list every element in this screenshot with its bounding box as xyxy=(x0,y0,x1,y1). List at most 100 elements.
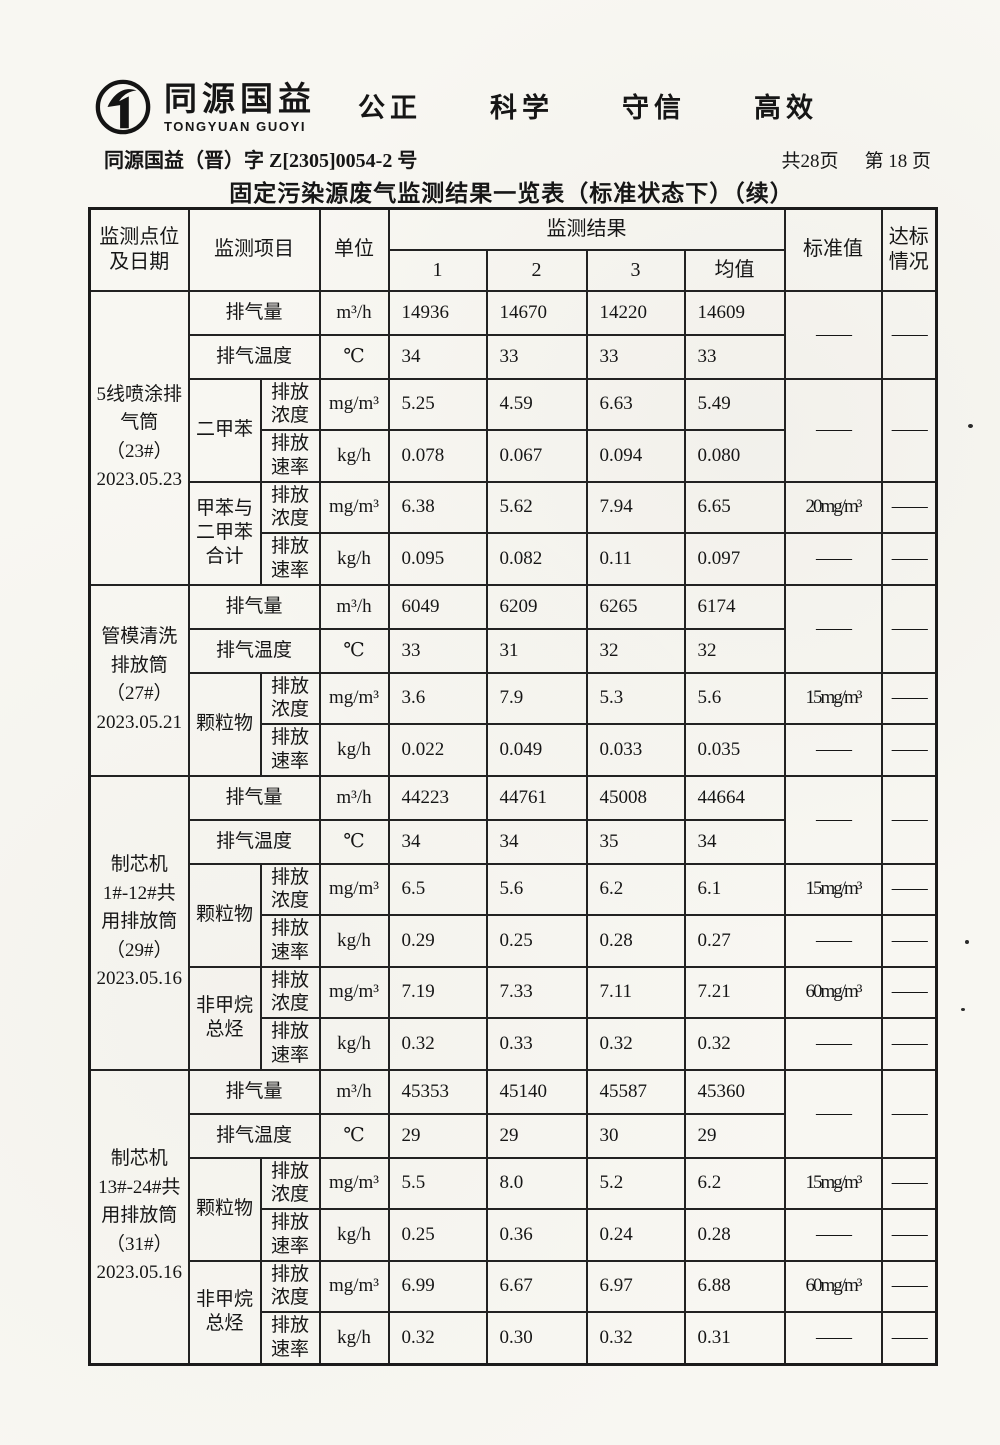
unit-cell: kg/h xyxy=(318,429,390,483)
table-row: 颗粒物 排放 浓度 mg/m³ 5.5 8.0 5.2 6.2 15mg/m³ —— xyxy=(90,1156,938,1262)
table-row: 二甲苯 排放 浓度 mg/m³ 5.25 4.59 6.63 5.49 —— —— xyxy=(90,377,938,483)
company-logo-icon xyxy=(95,79,151,135)
value-cell: 6.63 xyxy=(585,377,686,431)
table-row: 排气温度 ℃ 34 33 33 33 xyxy=(90,333,937,380)
header-result-2: 2 xyxy=(485,248,588,292)
compliance-cell: —— xyxy=(880,583,938,674)
value-cell: 0.29 xyxy=(387,914,488,968)
item-cell: 非甲烷 总烃 xyxy=(187,965,262,1071)
value-cell: 33 xyxy=(683,333,786,380)
header-result-1: 1 xyxy=(387,248,488,292)
unit-cell: mg/m³ xyxy=(318,1259,390,1313)
compliance-cell: —— xyxy=(880,480,938,534)
compliance-cell: —— xyxy=(880,532,938,586)
compliance-cell: —— xyxy=(880,914,938,968)
value-cell: 34 xyxy=(683,818,786,865)
value-cell: 14609 xyxy=(683,289,786,336)
pagination: 共28页 第 18 页 xyxy=(781,146,935,173)
compliance-cell: —— xyxy=(880,289,938,380)
value-cell: 6.67 xyxy=(485,1259,588,1313)
item-cell: 排气量 xyxy=(187,583,321,630)
value-cell: 6.97 xyxy=(585,1259,686,1313)
compliance-cell: —— xyxy=(880,965,938,1019)
value-cell: 5.3 xyxy=(585,671,686,725)
compliance-cell: —— xyxy=(880,671,938,725)
table-row: 制芯机 1#-12#共 用排放筒 （29#） 2023.05.16 排气量 m³/h… xyxy=(88,774,938,1071)
value-cell: 0.27 xyxy=(683,914,786,968)
sub-item-cell: 排放 速率 xyxy=(259,1311,321,1365)
value-cell: 0.080 xyxy=(683,429,786,483)
unit-cell: mg/m³ xyxy=(318,480,390,534)
unit-cell: mg/m³ xyxy=(318,862,390,916)
table-row: 管模清洗 排放筒 （27#） 2023.05.21 排气量 m³/h 6049 6209… xyxy=(88,583,938,777)
table-body: 5线喷涂排 气筒（23#） 2023.05.23 排气量 m³/h 14936 1467… xyxy=(88,289,938,1365)
compliance-cell: —— xyxy=(880,862,938,916)
scan-speck xyxy=(961,1008,965,1011)
value-cell: 32 xyxy=(585,627,686,674)
value-cell: 0.24 xyxy=(585,1208,686,1262)
scan-speck xyxy=(968,424,973,428)
unit-cell: mg/m³ xyxy=(318,965,390,1019)
value-cell: 7.33 xyxy=(485,965,588,1019)
item-cell: 二甲苯 xyxy=(187,377,262,483)
company-name: 同源国益 TONGYUAN GUOYI xyxy=(164,82,316,133)
header-result-3: 3 xyxy=(585,248,686,292)
item-cell: 颗粒物 xyxy=(187,862,262,968)
value-cell: 29 xyxy=(387,1112,488,1159)
value-cell: 14936 xyxy=(387,289,488,336)
sub-item-cell: 排放 速率 xyxy=(259,723,321,777)
table-row: 排放 速率 kg/h 0.32 0.33 0.32 0.32 —— —— xyxy=(90,1017,938,1071)
value-cell: 6.2 xyxy=(683,1156,786,1210)
unit-cell: kg/h xyxy=(318,723,390,777)
value-cell: 0.25 xyxy=(485,914,588,968)
unit-cell: kg/h xyxy=(318,914,390,968)
value-cell: 6049 xyxy=(387,583,488,630)
value-cell: 5.2 xyxy=(585,1156,686,1210)
value-cell: 45140 xyxy=(485,1068,588,1115)
unit-cell: mg/m³ xyxy=(318,377,390,431)
value-cell: 0.035 xyxy=(683,723,786,777)
slogan-word-4: 高效 xyxy=(754,93,818,123)
value-cell: 0.25 xyxy=(387,1208,488,1262)
header-result-avg: 均值 xyxy=(683,248,786,292)
value-cell: 14220 xyxy=(585,289,686,336)
value-cell: 0.28 xyxy=(683,1208,786,1262)
item-cell: 颗粒物 xyxy=(187,671,262,777)
value-cell: 0.033 xyxy=(585,723,686,777)
value-cell: 34 xyxy=(387,333,488,380)
standard-cell: —— xyxy=(783,1068,883,1159)
unit-cell: m³/h xyxy=(318,774,390,821)
standard-cell: —— xyxy=(783,583,883,674)
report-header-brand: 同源国益 TONGYUAN GUOYI xyxy=(94,78,316,136)
table-header: 监测点位 及日期 监测项目 单位 监测结果 标准值 达标 情况 1 2 3 均值 xyxy=(88,207,938,292)
value-cell: 5.62 xyxy=(485,480,588,534)
value-cell: 0.082 xyxy=(485,532,588,586)
standard-cell: 60mg/m³ xyxy=(783,965,883,1019)
value-cell: 0.32 xyxy=(585,1017,686,1071)
value-cell: 29 xyxy=(683,1112,786,1159)
table-row: 非甲烷 总烃 排放 浓度 mg/m³ 7.19 7.33 7.11 7.21 60mg/m³ —… xyxy=(90,965,938,1071)
unit-cell: mg/m³ xyxy=(318,1156,390,1210)
value-cell: 8.0 xyxy=(485,1156,588,1210)
value-cell: 6.88 xyxy=(683,1259,786,1313)
standard-cell: —— xyxy=(783,914,883,968)
unit-cell: ℃ xyxy=(318,333,390,380)
page-total: 共28页 xyxy=(781,151,839,172)
header-standard-value: 标准值 xyxy=(783,207,883,292)
value-cell: 0.049 xyxy=(485,723,588,777)
value-cell: 0.078 xyxy=(387,429,488,483)
item-cell: 排气温度 xyxy=(187,1112,321,1159)
item-cell: 排气温度 xyxy=(187,627,321,674)
sub-item-cell: 排放 浓度 xyxy=(259,1259,321,1313)
value-cell: 33 xyxy=(387,627,488,674)
value-cell: 6.65 xyxy=(683,480,786,534)
value-cell: 34 xyxy=(485,818,588,865)
value-cell: 0.28 xyxy=(585,914,686,968)
value-cell: 7.21 xyxy=(683,965,786,1019)
value-cell: 29 xyxy=(485,1112,588,1159)
value-cell: 5.5 xyxy=(387,1156,488,1210)
standard-cell: —— xyxy=(783,1017,883,1071)
company-slogan: 公正 科学 守信 高效 xyxy=(358,86,818,125)
unit-cell: m³/h xyxy=(318,289,390,336)
